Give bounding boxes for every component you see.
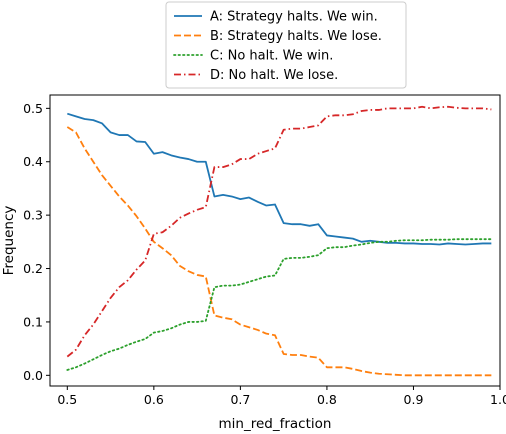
y-axis-label: Frequency (1, 206, 17, 276)
y-tick-label: 0.2 (23, 261, 43, 276)
x-axis-label: min_red_fraction (219, 416, 332, 432)
series-line-c (66, 238, 493, 371)
x-tick-label: 0.5 (57, 392, 77, 407)
y-tick-label: 0.4 (23, 154, 43, 169)
y-tick-label: 0.0 (23, 368, 43, 383)
x-tick-label: 0.7 (230, 392, 250, 407)
plot-area-frame (49, 94, 501, 387)
x-tick-label: 0.6 (144, 392, 164, 407)
x-axis: 0.5 0.6 0.7 0.8 0.9 1.0 (57, 386, 506, 407)
y-tick-label: 0.3 (23, 208, 43, 223)
y-tick-label: 0.5 (23, 101, 43, 116)
legend-box (165, 1, 407, 89)
legend-label: A: Strategy halts. We win. (210, 10, 378, 25)
series-layer (66, 105, 493, 377)
series-line-d (66, 105, 492, 358)
legend-label: C: No halt. We win. (210, 49, 333, 64)
x-tick-label: 0.9 (404, 392, 424, 407)
legend: A: Strategy halts. We win. B: Strategy ha… (165, 1, 407, 89)
y-tick-label: 0.1 (23, 314, 43, 329)
series-line-a (67, 112, 492, 246)
x-tick-label: 0.8 (317, 392, 337, 407)
y-axis: 0.0 0.1 0.2 0.3 0.4 0.5 (23, 101, 50, 383)
legend-label: D: No halt. We lose. (210, 68, 338, 83)
x-tick-label: 1.0 (490, 392, 506, 407)
series-line-b (66, 126, 492, 377)
legend-label: B: Strategy halts. We lose. (210, 29, 382, 44)
